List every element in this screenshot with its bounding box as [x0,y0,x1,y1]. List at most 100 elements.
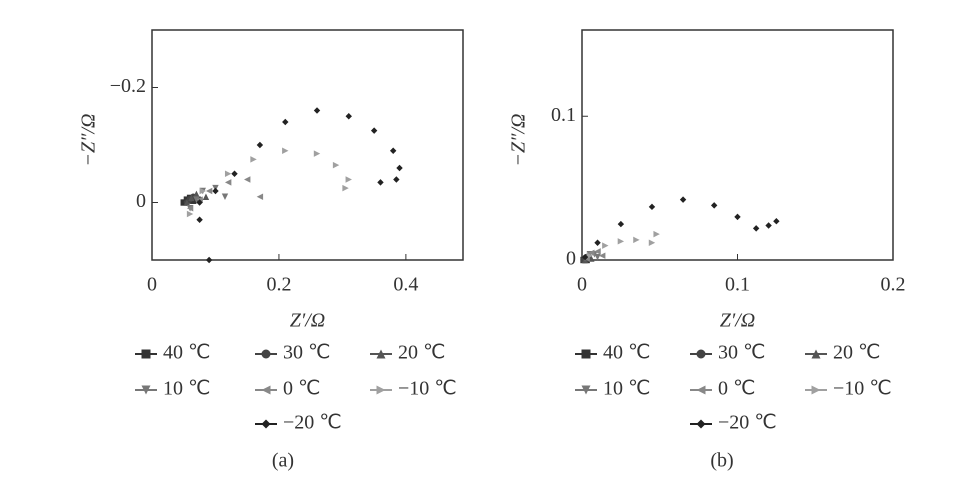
legend-marker [261,349,271,359]
legend-marker [581,349,591,359]
data-point [633,236,640,244]
data-point [193,190,200,198]
y-tick-label: −0.2 [110,75,146,97]
data-point [653,230,660,238]
data-point [183,199,191,206]
data-point [602,242,609,249]
data-point [186,205,194,212]
caption: (b) [710,450,733,472]
data-point [231,170,238,177]
plot-frame [581,29,894,261]
x-axis-label: Z′/Ω [290,310,326,332]
legend-marker [141,385,151,395]
plot-frame [151,29,464,261]
data-point [199,187,206,195]
data-point [212,187,219,195]
x-tick-label: 0 [577,274,587,296]
x-tick-label: 0.4 [393,274,418,296]
data-point [765,222,772,229]
data-point [617,220,625,228]
legend-marker [376,385,386,395]
data-point [581,253,589,261]
data-point [588,249,595,257]
x-axis-label: Z′/Ω [720,310,756,332]
y-axis-label: −Z″/Ω [508,114,530,167]
data-point [313,150,321,157]
data-point [282,118,289,126]
data-point [586,252,593,259]
data-point [205,187,213,195]
data-point [370,127,378,134]
data-point [377,179,384,186]
data-point [345,176,352,183]
data-point [594,239,601,246]
data-point [282,147,289,154]
legend-label: 10 ℃ [163,378,210,400]
legend-marker [811,385,821,395]
legend-label: −10 ℃ [398,378,457,400]
y-tick-label: 0 [566,248,576,270]
caption: (a) [272,450,294,472]
y-tick-label: 0.1 [551,104,576,126]
y-axis-label: −Z″/Ω [78,114,100,167]
data-point [342,184,349,192]
legend-marker [376,349,386,359]
data-point [648,239,656,246]
data-point [224,170,232,177]
data-point [205,256,213,264]
data-point [594,253,601,261]
legend-marker [261,419,271,429]
legend-marker [261,385,271,395]
data-point [734,213,741,221]
legend-label: −10 ℃ [833,378,892,400]
legend-label: 0 ℃ [283,378,320,400]
legend-label: 30 ℃ [718,342,765,364]
data-point [332,161,340,169]
data-point [313,107,321,114]
legend-label: −20 ℃ [283,412,342,434]
data-point [196,199,203,206]
legend-label: −20 ℃ [718,412,777,434]
data-point [256,141,264,149]
data-point [389,147,397,154]
legend-label: 20 ℃ [398,342,445,364]
data-point [393,176,400,183]
x-tick-label: 0.2 [266,274,291,296]
legend-label: 0 ℃ [718,378,755,400]
legend-label: 20 ℃ [833,342,880,364]
x-tick-label: 0.1 [725,274,750,296]
data-point [617,238,625,245]
data-point [250,156,257,163]
legend-marker [696,419,706,429]
data-point [196,216,203,223]
data-point [221,193,229,200]
legend-label: 10 ℃ [603,378,650,400]
legend-label: 30 ℃ [283,342,330,364]
data-point [773,217,780,225]
legend-marker [696,385,706,395]
y-tick-label: 0 [136,190,146,212]
data-point [188,194,195,202]
x-tick-label: 0 [147,274,157,296]
x-tick-label: 0.2 [881,274,906,296]
legend-marker [811,349,821,359]
legend-marker [581,385,591,395]
legend-marker [141,349,151,359]
data-point [599,252,606,259]
data-point [594,248,601,255]
data-point [396,164,403,172]
data-point [752,225,760,232]
legend-marker [696,349,706,359]
data-point [202,193,210,200]
legend-label: 40 ℃ [163,342,210,364]
data-point [345,113,352,120]
data-point [244,176,251,183]
data-point [648,203,656,211]
data-point [679,196,687,203]
data-point [224,179,232,186]
data-point [186,210,194,218]
legend-label: 40 ℃ [603,342,650,364]
data-point [710,202,718,209]
